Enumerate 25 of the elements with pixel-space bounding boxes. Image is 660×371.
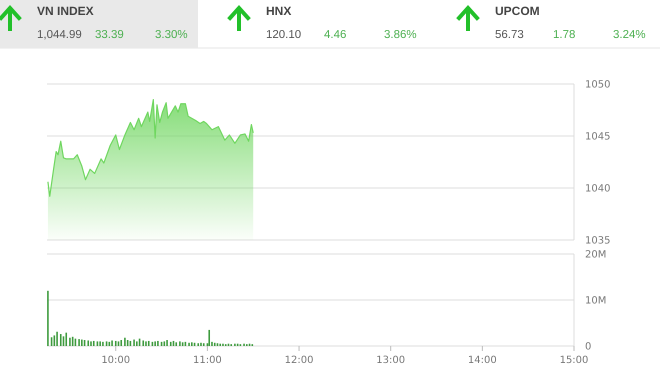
x-tick-label: 12:00 [284,355,314,366]
x-tick-label: 13:00 [376,355,406,366]
y-tick-label: 1035 [585,236,610,246]
x-tick-label: 10:00 [101,355,130,366]
x-tick-label: 15:00 [560,355,588,366]
text: 1.78 [553,29,576,41]
x-tick-label: 14:00 [468,355,497,366]
text: HNX [266,4,292,18]
text: 3.86% [384,29,417,41]
text: 4.46 [324,29,346,41]
y-tick-label: 0 [585,342,592,352]
text: 3.24% [613,29,646,41]
text: 1,044.99 [37,29,82,41]
y-tick-label: 10M [585,296,606,306]
text: 120.10 [266,29,302,41]
text: 56.73 [495,29,524,41]
text: 3.30% [155,29,188,41]
y-tick-label: 20M [585,250,606,260]
text: UPCOM [495,4,540,18]
text: VN INDEX [37,4,94,18]
y-tick-label: 1045 [585,132,610,142]
x-tick-label: 11:00 [192,355,222,366]
text: 33.39 [95,29,124,41]
y-tick-label: 1050 [585,80,610,90]
y-tick-label: 1040 [585,184,610,194]
